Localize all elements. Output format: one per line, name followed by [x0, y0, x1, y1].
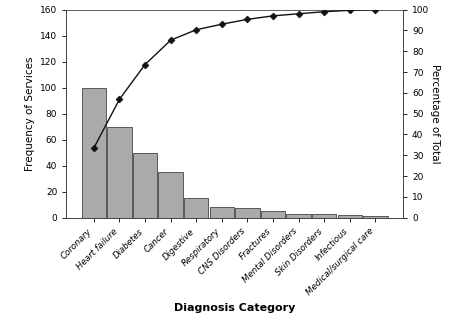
Bar: [235, 209, 260, 218]
Bar: [184, 198, 209, 218]
X-axis label: Diagnosis Category: Diagnosis Category: [174, 303, 295, 313]
Bar: [312, 214, 337, 218]
Bar: [337, 215, 362, 218]
Y-axis label: Percentage of Total: Percentage of Total: [430, 64, 440, 164]
Y-axis label: Frequency of Services: Frequency of Services: [25, 56, 35, 171]
Bar: [158, 172, 183, 218]
Bar: [286, 214, 311, 218]
Bar: [82, 88, 106, 218]
Bar: [133, 153, 157, 218]
Bar: [363, 216, 388, 218]
Bar: [210, 207, 234, 218]
Bar: [261, 211, 285, 218]
Bar: [107, 127, 132, 218]
